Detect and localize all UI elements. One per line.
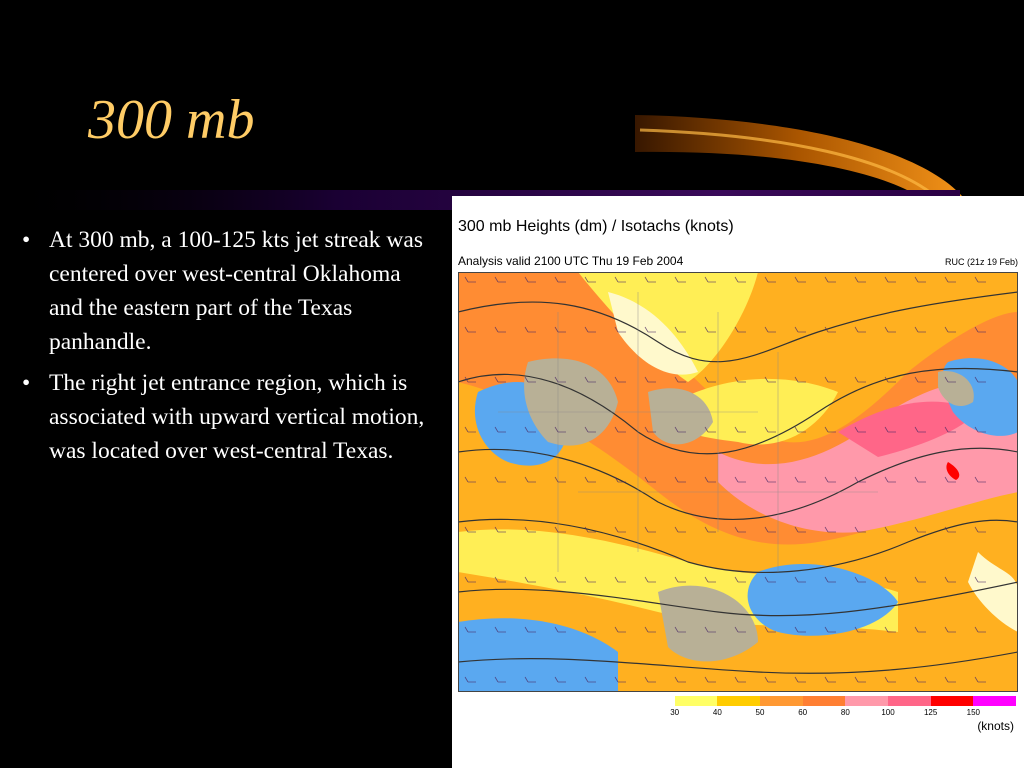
legend-label: 30 [670,708,680,717]
slide-title: 300 mb [88,89,255,151]
legend-label: 100 [881,708,895,717]
bullet-icon: • [22,370,31,396]
legend-label: 50 [755,708,765,717]
map-model-label: RUC (21z 19 Feb) [944,257,1018,267]
isotach-color-legend [632,696,1017,706]
legend-swatch [674,696,718,706]
legend-label: 60 [798,708,808,717]
map-valid-time: Analysis valid 2100 UTC Thu 19 Feb 2004 [458,254,684,268]
legend-swatch [632,696,675,706]
legend-label: 125 [923,708,938,717]
map-title: 300 mb Heights (dm) / Isotachs (knots) [458,218,734,235]
isotach-map-image [458,272,1018,692]
legend-swatch [760,696,803,706]
bullet-icon: • [22,227,31,253]
legend-swatch [973,696,1017,706]
legend-label: 150 [966,708,981,717]
legend-swatch [802,696,846,706]
legend-swatch [930,696,974,706]
legend-swatch [717,696,761,706]
bullet-item: • The right jet entrance region, which i… [22,366,432,468]
bullet-item: • At 300 mb, a 100-125 kts jet streak wa… [22,223,432,359]
legend-swatch [888,696,931,706]
legend-swatch [845,696,889,706]
bullet-list: • At 300 mb, a 100-125 kts jet streak wa… [22,223,432,475]
legend-label: 80 [840,708,850,717]
bullet-text: At 300 mb, a 100-125 kts jet streak was … [49,227,423,355]
legend-label: 40 [712,708,722,717]
bullet-text: The right jet entrance region, which is … [49,370,425,464]
weather-map-panel: 300 mb Heights (dm) / Isotachs (knots) A… [452,196,1024,768]
legend-units: (knots) [977,719,1014,733]
